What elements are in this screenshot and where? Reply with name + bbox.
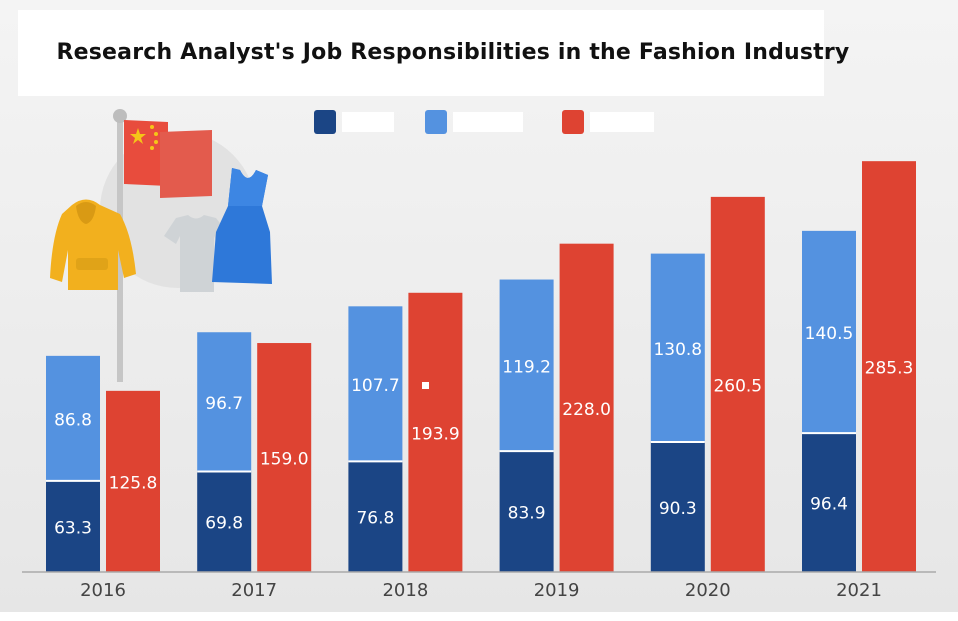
legend-label-series-2-redacted	[453, 112, 523, 132]
legend-swatch-series-3	[562, 110, 584, 134]
data-label-series-2: 107.7	[351, 376, 400, 396]
data-label-series-1: 69.8	[205, 514, 243, 534]
flag-cloth-back	[160, 130, 212, 198]
bottom-strip	[0, 612, 958, 621]
bar-series-3	[710, 196, 765, 572]
data-label-series-3: 159.0	[260, 450, 309, 470]
fashion-illustration	[50, 109, 272, 382]
bar-series-3	[862, 161, 916, 572]
flag-pole-top	[113, 109, 127, 123]
bar-series-2	[499, 279, 554, 452]
data-label-series-1: 83.9	[508, 504, 546, 524]
data-label-series-1: 63.3	[54, 518, 92, 538]
bar-series-1	[802, 433, 856, 572]
data-label-series-3: 193.9	[411, 424, 460, 444]
chart-title: Research Analyst's Job Responsibilities …	[56, 40, 850, 65]
data-label-series-2: 119.2	[502, 357, 551, 377]
legend-swatch-series-1	[314, 110, 336, 134]
bar-series-1	[197, 471, 252, 572]
labels-layer: 63.3 86.8 125.8 2016 69.8 96.7 159.0 2017 76.8 10…	[54, 324, 913, 601]
data-label-series-1: 90.3	[659, 499, 697, 519]
data-label-series-1: 76.8	[356, 509, 394, 529]
bar-series-3	[559, 243, 614, 572]
x-tick-label: 2019	[534, 580, 580, 601]
flag-star-small	[150, 146, 154, 150]
data-label-series-2: 96.7	[205, 394, 243, 414]
bar-series-1	[499, 451, 554, 572]
bar-series-2	[650, 253, 705, 442]
dress-icon	[212, 168, 272, 284]
bar-series-2	[802, 230, 856, 434]
x-tick-label: 2018	[382, 580, 428, 601]
flag-star-small	[150, 125, 154, 129]
x-tick-label: 2016	[80, 580, 126, 601]
data-label-series-2: 86.8	[54, 410, 92, 430]
hoodie-pocket	[76, 258, 108, 270]
hoodie-body	[50, 199, 136, 290]
bar-series-1	[348, 461, 403, 572]
bar-series-3	[106, 390, 160, 572]
data-label-series-3: 125.8	[109, 473, 158, 493]
bars-layer	[46, 161, 916, 572]
hoodie-icon	[50, 199, 136, 290]
data-label-series-2: 140.5	[805, 324, 854, 344]
flag-star-small	[154, 132, 158, 136]
flag-star-small	[154, 140, 158, 144]
data-label-series-3: 260.5	[713, 376, 762, 396]
legend-swatch-series-2	[425, 110, 447, 134]
bar-series-2	[46, 355, 100, 481]
bar-series-1	[46, 480, 100, 572]
x-tick-label: 2017	[231, 580, 277, 601]
x-tick-label: 2020	[685, 580, 731, 601]
bar-series-2	[197, 332, 252, 472]
bar-series-3	[257, 343, 312, 572]
legend-label-series-3-redacted	[590, 112, 654, 132]
title-background	[18, 10, 824, 96]
bar-series-3	[408, 292, 463, 572]
data-label-series-1: 96.4	[810, 495, 848, 515]
hoodie-hood	[76, 202, 96, 224]
bar-series-1	[650, 441, 705, 572]
legend-label-series-1-redacted	[342, 112, 394, 132]
bar-series-2	[348, 306, 403, 462]
data-label-series-2: 130.8	[653, 340, 702, 360]
x-tick-label: 2021	[836, 580, 882, 601]
stray-marker	[422, 382, 429, 389]
dress-top	[228, 168, 268, 206]
flag-star-large	[130, 128, 146, 144]
data-label-series-3: 228.0	[562, 400, 611, 420]
data-label-series-3: 285.3	[865, 359, 914, 379]
